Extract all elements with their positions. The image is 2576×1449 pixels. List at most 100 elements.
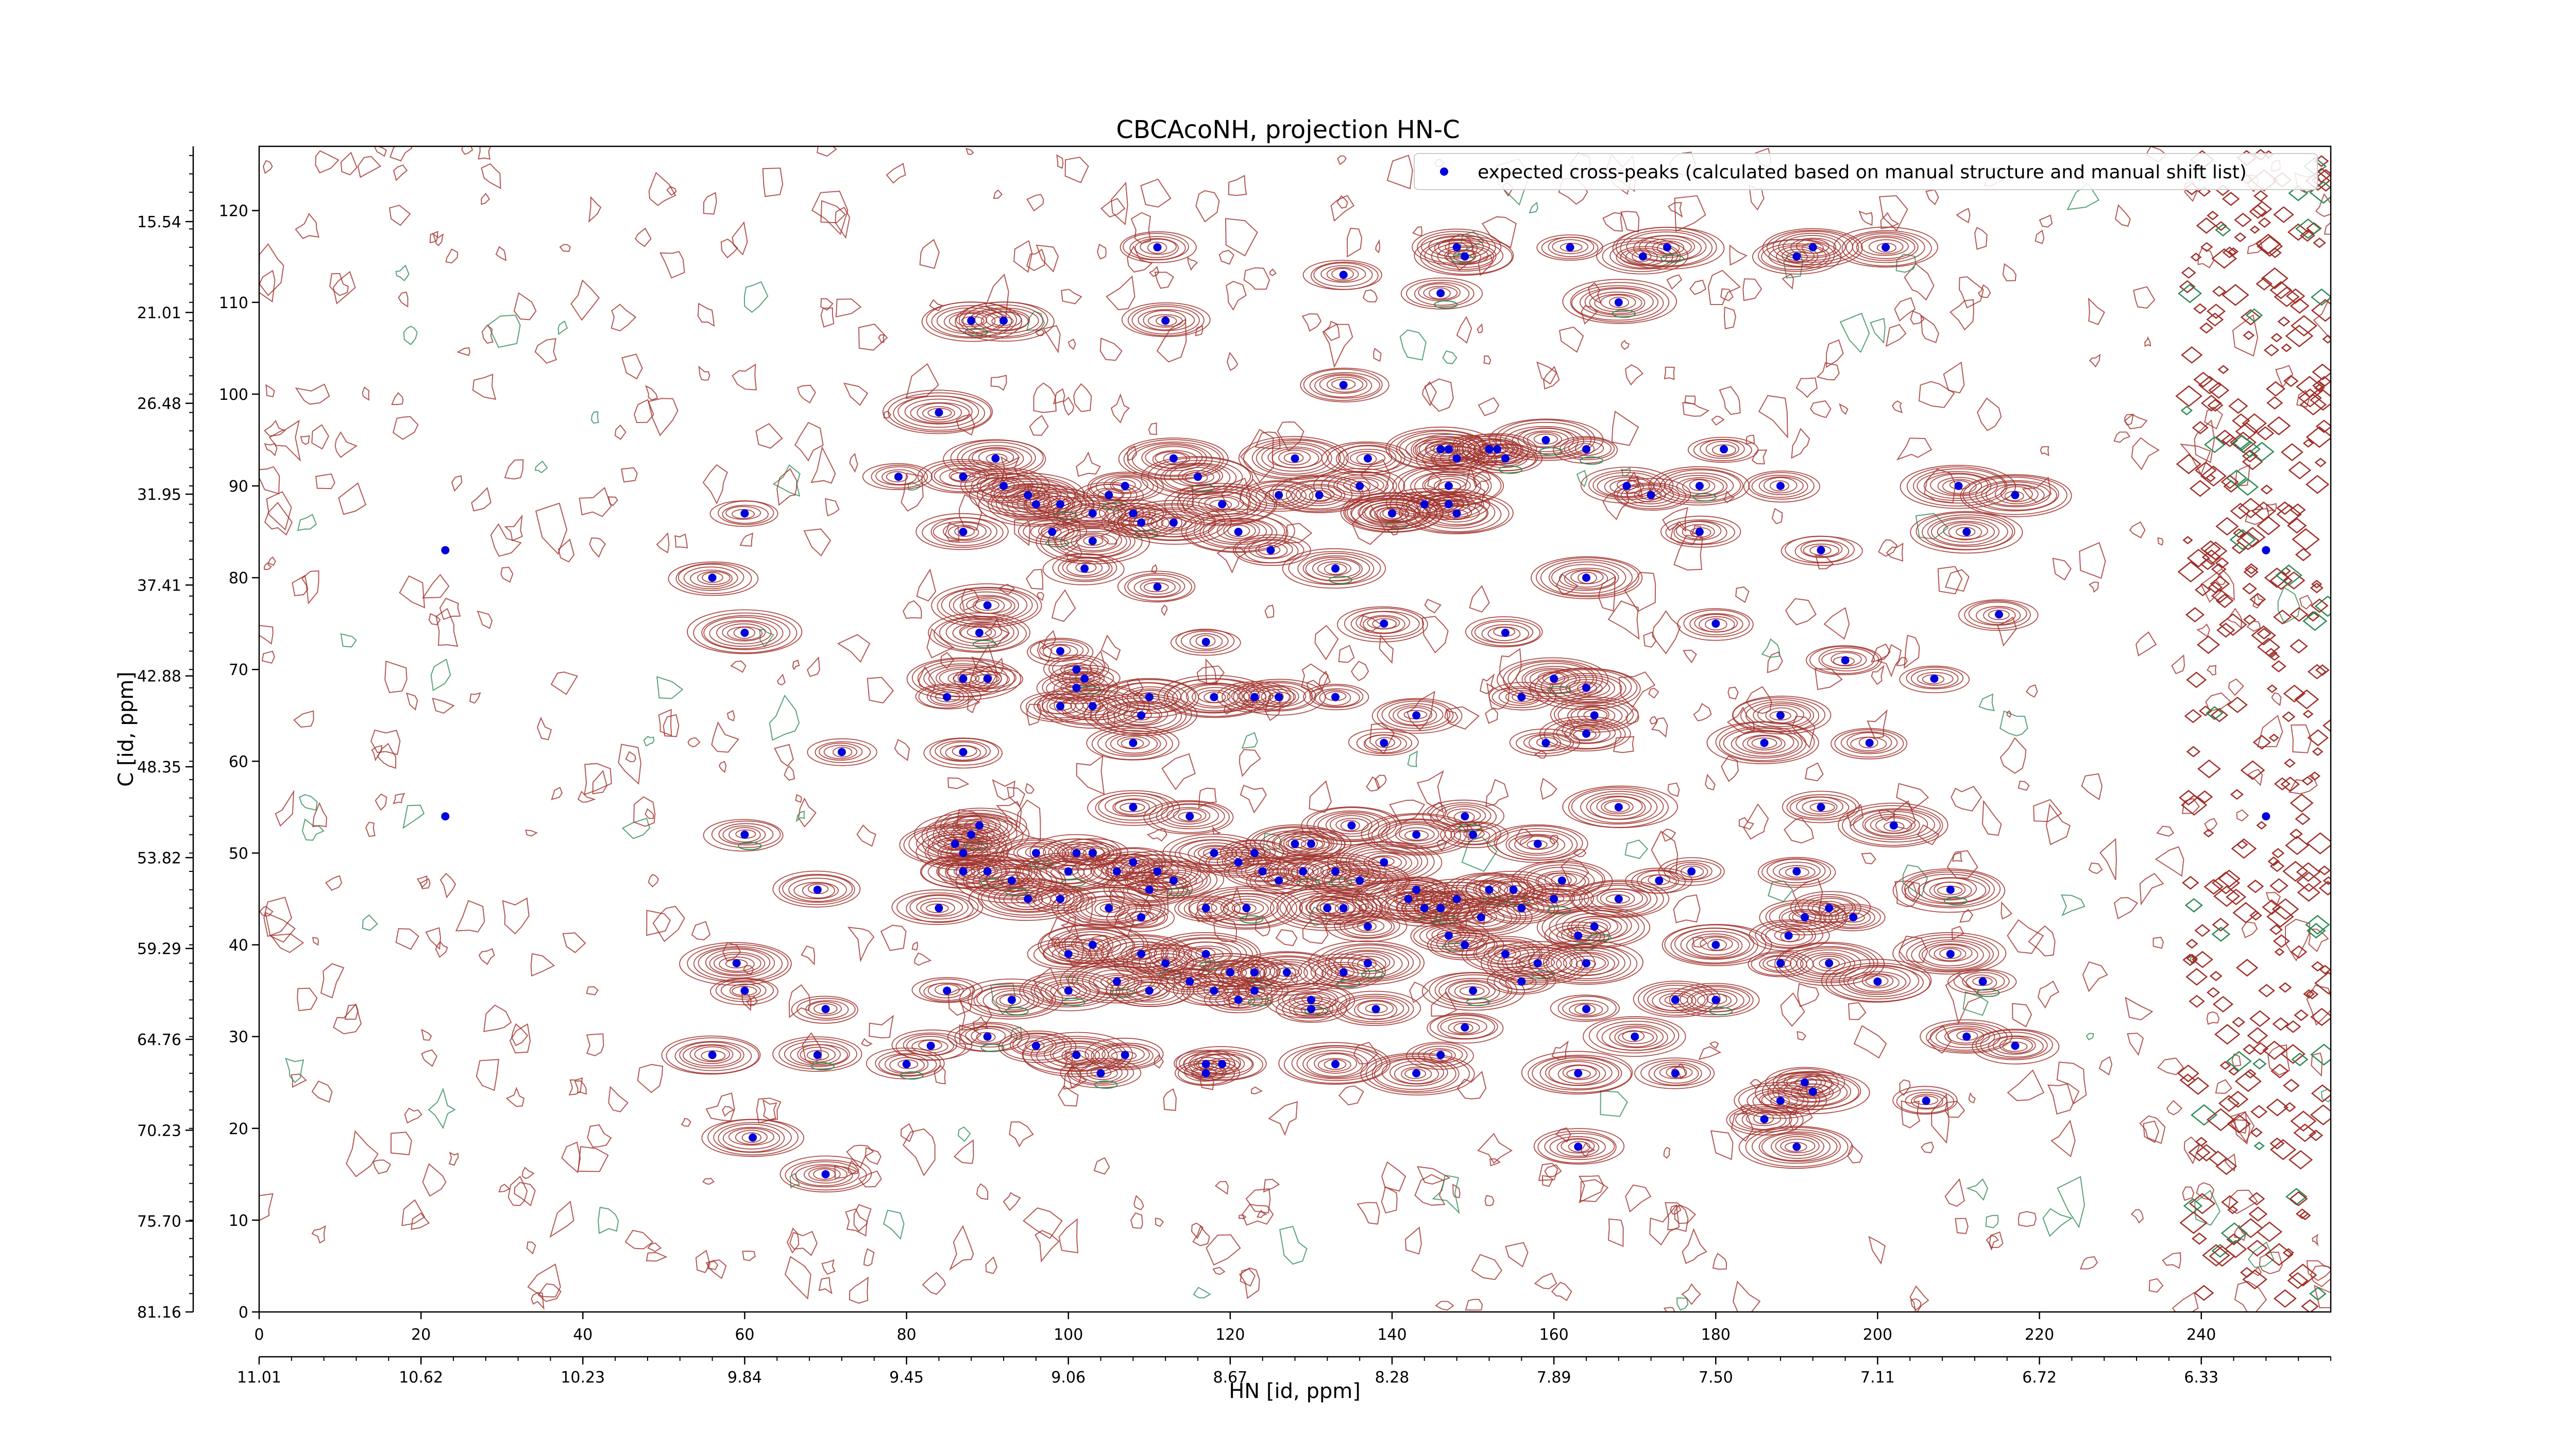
noise-contour	[1707, 269, 1741, 306]
noise-contour	[2311, 580, 2323, 589]
peak-contour	[1374, 1057, 1456, 1090]
expected-peak-marker	[1444, 445, 1453, 453]
expected-peak-marker	[1355, 876, 1364, 885]
peak-contour	[961, 445, 1032, 472]
noise-contour	[756, 1098, 782, 1124]
noise-contour	[1538, 1162, 1558, 1181]
peak-contour	[896, 892, 979, 922]
peak-contour	[1075, 938, 1109, 953]
noise-contour	[722, 942, 741, 962]
noise-contour	[588, 196, 602, 223]
peak-contour	[977, 879, 1081, 918]
noise-contour	[1240, 1268, 1256, 1287]
noise-contour	[2273, 206, 2294, 223]
noise-contour	[2301, 1299, 2319, 1312]
peak-contour	[986, 453, 1008, 464]
peak-contour	[1983, 607, 2016, 624]
peak-contour	[1434, 478, 1467, 494]
expected-peak-marker	[1129, 738, 1138, 747]
peak-contour	[1340, 844, 1429, 879]
peak-contour	[871, 464, 928, 489]
noise-contour	[929, 299, 943, 311]
noise-contour	[262, 160, 273, 174]
noise-contour	[1301, 313, 1322, 332]
noise-contour	[537, 716, 552, 740]
peak-contour	[718, 823, 774, 846]
peak-contour	[1758, 1131, 1838, 1162]
noise-contour	[2312, 747, 2324, 756]
noise-contour	[820, 307, 835, 328]
noise-contour	[648, 398, 679, 436]
noise-contour	[1301, 663, 1329, 693]
peak-contour	[1937, 477, 1982, 495]
noise-contour	[2269, 924, 2283, 935]
peak-contour	[1313, 262, 1373, 287]
noise-contour	[2289, 1263, 2317, 1287]
noise-contour	[2273, 1289, 2297, 1308]
expected-peak-marker	[1550, 675, 1558, 683]
peak-contour	[1256, 442, 1332, 475]
peak-contour	[1807, 898, 1853, 917]
peak-contour	[952, 814, 1008, 838]
noise-contour	[570, 279, 600, 321]
noise-contour	[2181, 266, 2196, 279]
expected-peak-marker	[1582, 959, 1590, 968]
noise-contour	[1698, 1046, 1722, 1060]
expected-peak-marker	[975, 821, 984, 830]
peak-contour	[1482, 892, 1559, 924]
peak-contour	[972, 448, 1019, 467]
peak-contour	[1487, 946, 1521, 962]
peak-contour	[1769, 903, 1839, 930]
peak-contour	[1240, 955, 1333, 990]
peak-contour	[1314, 688, 1360, 707]
peak-contour	[1143, 310, 1187, 331]
noise-contour	[2193, 303, 2207, 314]
noise-contour	[2240, 760, 2265, 780]
expected-peak-marker	[1614, 895, 1623, 903]
x-tick-label: 20	[411, 1326, 431, 1344]
noise-contour	[2245, 508, 2269, 525]
noise-contour	[2218, 613, 2247, 636]
peak-contour	[928, 612, 1031, 653]
noise-contour	[404, 1107, 422, 1124]
peak-contour	[710, 978, 778, 1005]
noise-contour	[2131, 437, 2160, 470]
noise-contour	[1943, 361, 1965, 394]
noise-contour	[1918, 381, 1955, 408]
noise-contour	[362, 914, 378, 931]
noise-contour	[934, 1065, 946, 1085]
noise-contour	[2256, 821, 2267, 830]
peak-contour	[1609, 1025, 1664, 1049]
noise-contour	[1901, 1100, 1921, 1128]
peak-contour	[1334, 913, 1400, 939]
noise-contour	[2208, 581, 2223, 594]
peak-contour	[1786, 251, 1808, 263]
noise-contour	[2211, 926, 2231, 942]
noise-contour	[1712, 1252, 1727, 1270]
noise-contour	[625, 751, 636, 763]
peak-contour	[1536, 906, 1651, 949]
peak-contour	[1562, 1065, 1597, 1081]
peak-contour	[1020, 691, 1101, 722]
peak-contour	[1132, 443, 1213, 476]
noise-contour	[2037, 980, 2060, 1009]
peak-contour	[1378, 819, 1455, 849]
peak-contour	[1465, 616, 1543, 648]
peak-contour	[1290, 867, 1314, 878]
noise-contour	[1667, 782, 1680, 797]
peak-contour	[1732, 696, 1832, 735]
y-tick-label: 40	[229, 937, 248, 955]
expected-peak-marker	[1711, 996, 1720, 1004]
noise-contour	[2232, 1017, 2246, 1027]
noise-contour	[1904, 634, 1920, 669]
noise-contour	[478, 948, 495, 965]
expected-peak-marker	[1056, 895, 1064, 903]
expected-peak-marker	[1064, 986, 1073, 995]
expected-peak-marker	[1711, 619, 1720, 628]
peak-contour	[1905, 1092, 1947, 1110]
peak-contour	[1124, 572, 1193, 601]
noise-contour	[1965, 1178, 1988, 1201]
peak-contour	[1086, 1066, 1118, 1080]
peak-contour	[1440, 821, 1509, 848]
